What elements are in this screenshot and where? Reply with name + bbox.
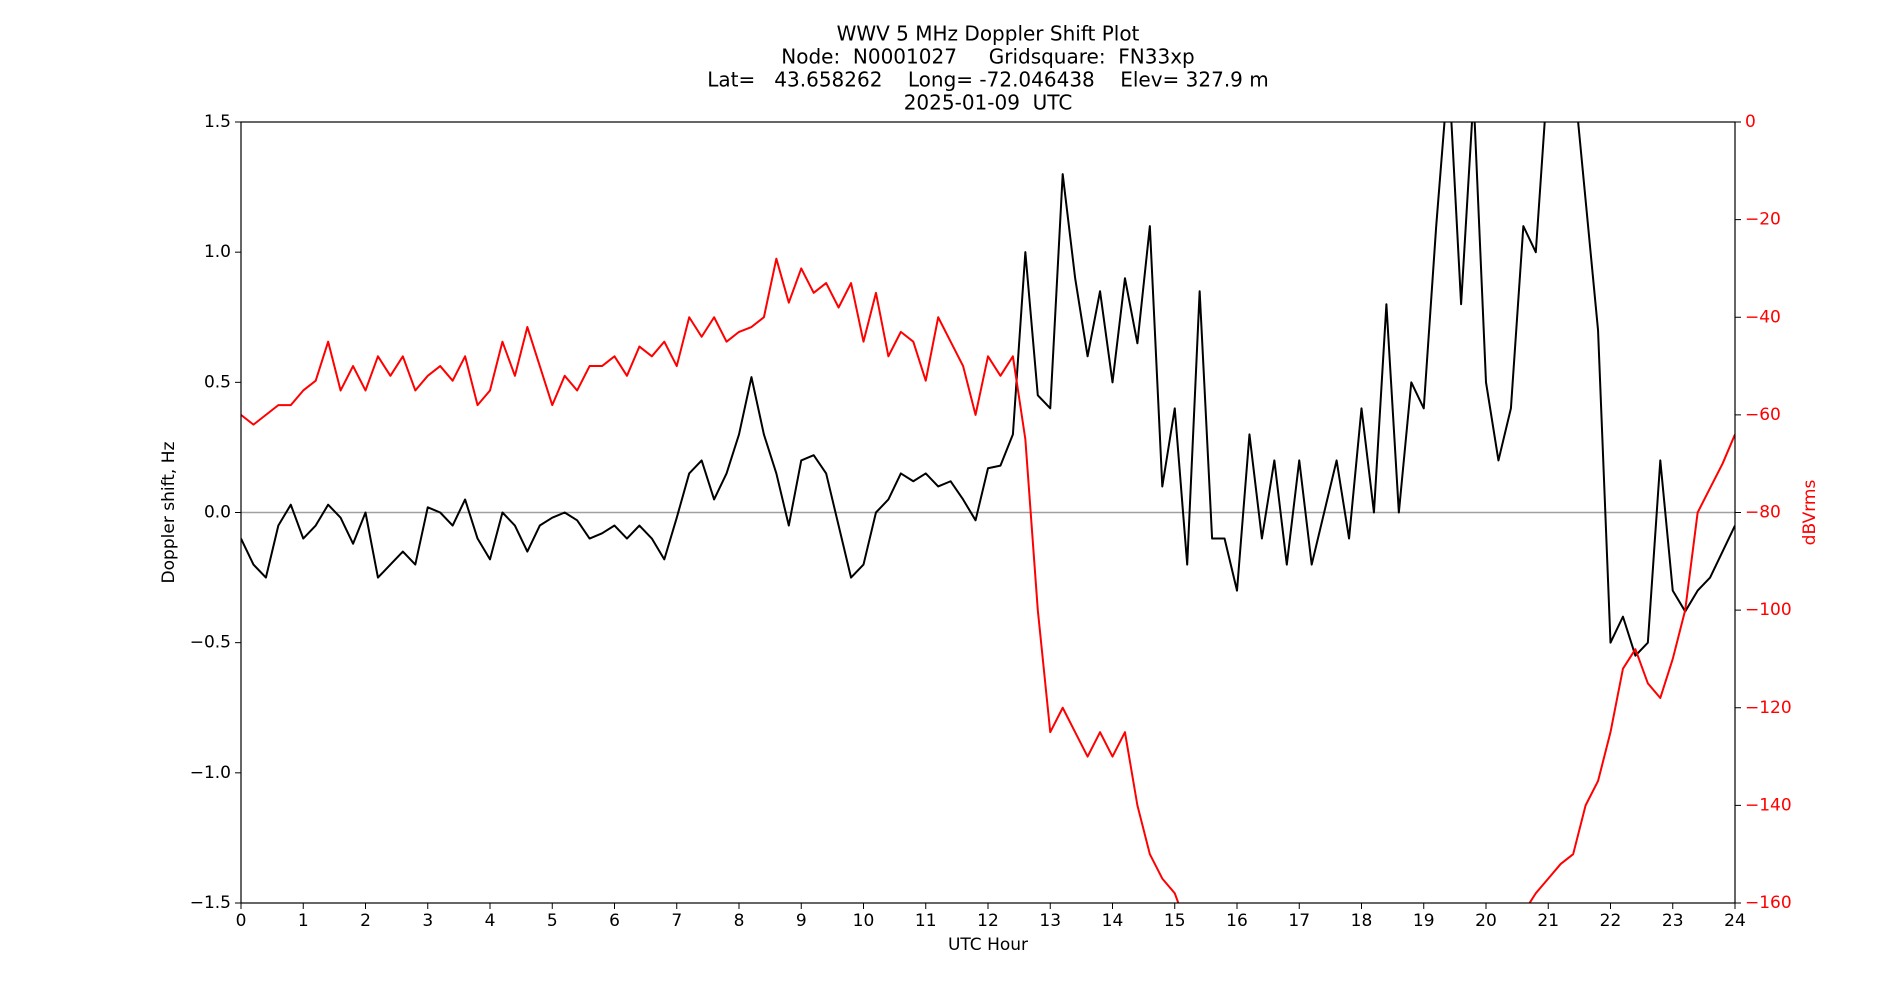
y-axis-label: Doppler shift, Hz: [159, 441, 179, 583]
x-tick-label: 20: [1475, 911, 1497, 931]
x-tick-label: 19: [1413, 911, 1435, 931]
x-tick-label: 15: [1164, 911, 1186, 931]
x-tick-label: 13: [1039, 911, 1061, 931]
y-tick-label: 1.0: [204, 242, 231, 262]
y-tick-label: 0.5: [204, 372, 231, 392]
x-tick-label: 2: [360, 911, 371, 931]
x-tick-label: 18: [1351, 911, 1373, 931]
x-tick-label: 8: [734, 911, 745, 931]
y2-tick-label: −100: [1745, 600, 1792, 620]
chart-title: WWV 5 MHz Doppler Shift Plot: [837, 22, 1140, 46]
y2-tick-label: −80: [1745, 503, 1781, 523]
x-tick-label: 3: [422, 911, 433, 931]
plot-area: [241, 122, 1735, 903]
x-tick-label: 14: [1102, 911, 1124, 931]
y2-tick-label: −160: [1745, 893, 1792, 913]
chart-title: Lat= 43.658262 Long= -72.046438 Elev= 32…: [707, 68, 1269, 92]
x-axis-label: UTC Hour: [948, 935, 1028, 955]
y-tick-label: −1.0: [190, 763, 231, 783]
x-tick-label: 11: [915, 911, 937, 931]
x-tick-label: 17: [1288, 911, 1310, 931]
y2-tick-label: −60: [1745, 405, 1781, 425]
x-tick-label: 9: [796, 911, 807, 931]
y2-tick-label: −20: [1745, 210, 1781, 230]
y-tick-label: 0.0: [204, 503, 231, 523]
x-tick-label: 16: [1226, 911, 1248, 931]
x-tick-label: 12: [977, 911, 999, 931]
y-tick-label: 1.5: [204, 112, 231, 132]
x-tick-label: 10: [853, 911, 875, 931]
plot-frame: [240, 121, 1736, 904]
y-tick-label: −0.5: [190, 633, 231, 653]
x-tick-label: 0: [236, 911, 247, 931]
x-tick-label: 23: [1662, 911, 1684, 931]
y2-tick-label: 0: [1745, 112, 1756, 132]
x-tick-label: 22: [1600, 911, 1622, 931]
x-tick-label: 1: [298, 911, 309, 931]
x-tick-label: 21: [1537, 911, 1559, 931]
data-line: [241, 257, 1735, 903]
data-line: [241, 122, 1735, 657]
x-tick-label: 4: [485, 911, 496, 931]
x-tick-label: 24: [1724, 911, 1746, 931]
x-tick-label: 5: [547, 911, 558, 931]
y-tick-label: −1.5: [190, 893, 231, 913]
x-tick-label: 7: [671, 911, 682, 931]
x-tick-label: 6: [609, 911, 620, 931]
y2-tick-label: −40: [1745, 307, 1781, 327]
y2-tick-label: −140: [1745, 795, 1792, 815]
chart-title: Node: N0001027 Gridsquare: FN33xp: [781, 45, 1194, 69]
y2-tick-label: −120: [1745, 698, 1792, 718]
chart-title: 2025-01-09 UTC: [904, 91, 1073, 115]
y2-axis-label: dBVrms: [1800, 480, 1820, 546]
